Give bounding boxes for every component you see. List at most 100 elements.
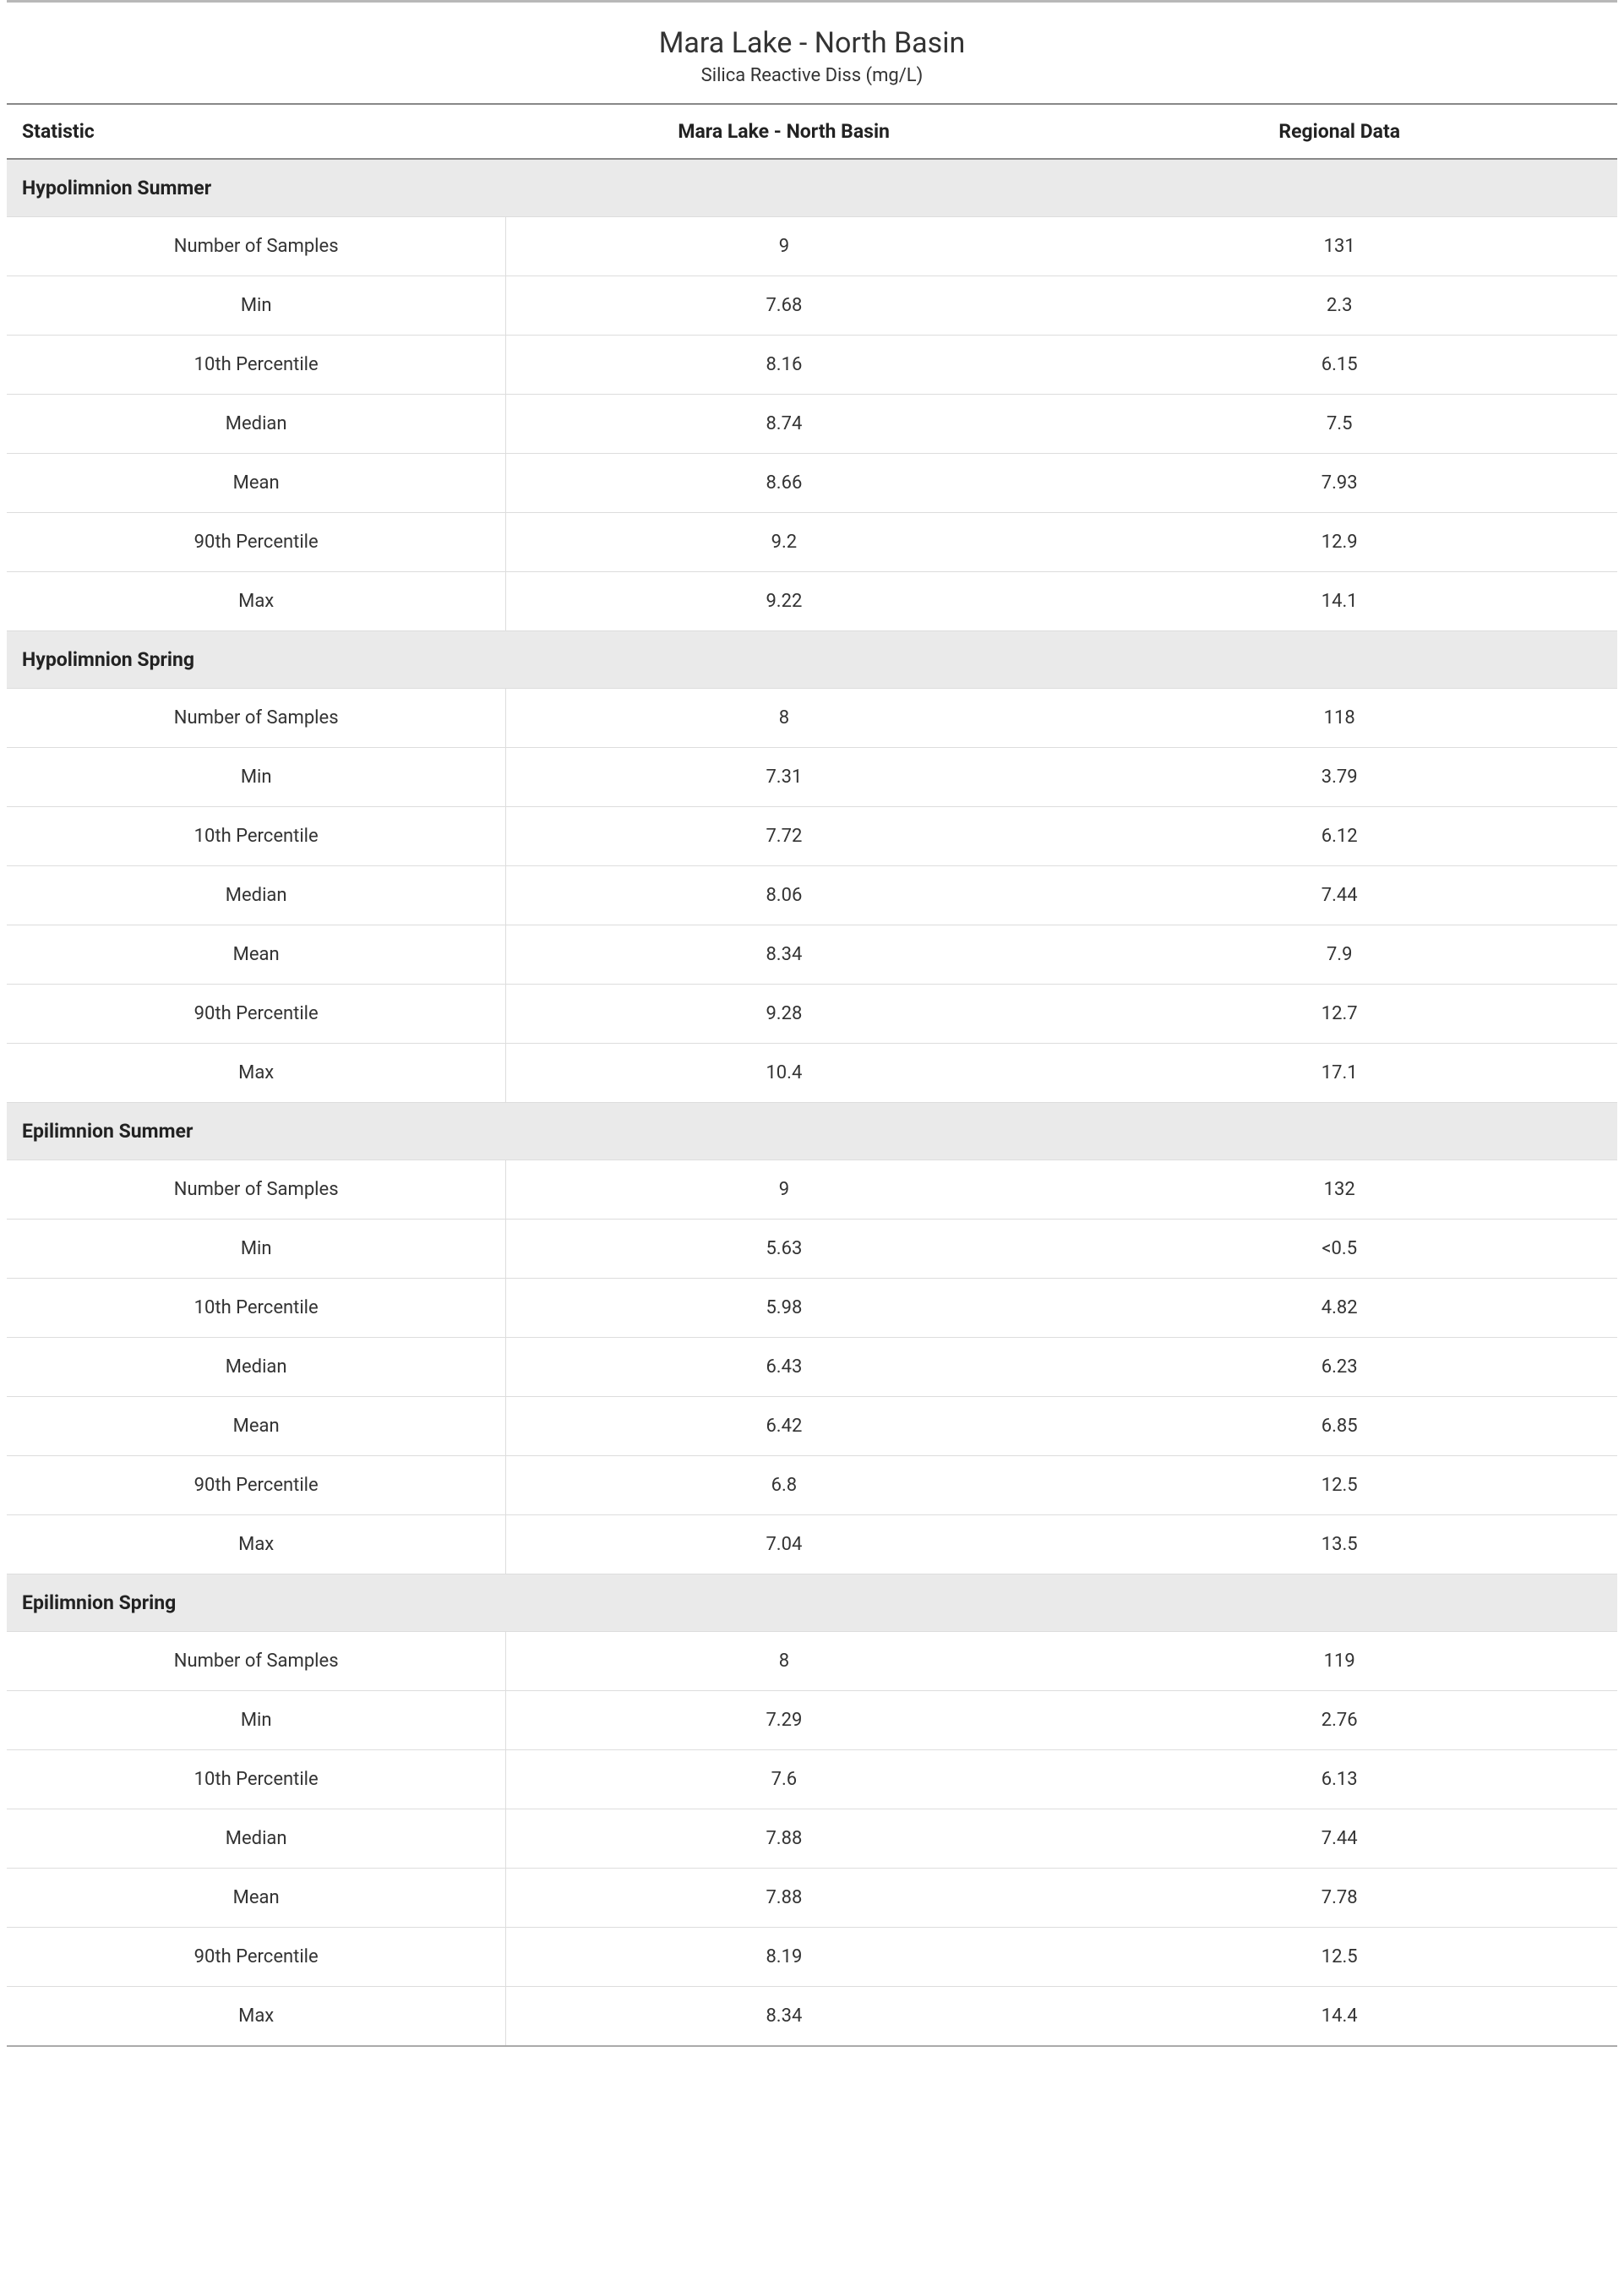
- table-row: Number of Samples9132: [7, 1160, 1617, 1220]
- stat-site-value: 7.88: [506, 1869, 1062, 1928]
- table-row: Median8.747.5: [7, 395, 1617, 454]
- table-row: 10th Percentile7.66.13: [7, 1750, 1617, 1809]
- stat-label: Mean: [7, 1869, 506, 1928]
- table-row: Max10.417.1: [7, 1044, 1617, 1103]
- stat-regional-value: 7.78: [1061, 1869, 1617, 1928]
- stat-label: Median: [7, 1809, 506, 1869]
- stat-label: Number of Samples: [7, 217, 506, 276]
- stat-regional-value: 6.85: [1061, 1397, 1617, 1456]
- stat-site-value: 8.34: [506, 1987, 1062, 2047]
- stat-site-value: 7.6: [506, 1750, 1062, 1809]
- table-row: Min7.292.76: [7, 1691, 1617, 1750]
- stat-regional-value: 14.1: [1061, 572, 1617, 631]
- stat-site-value: 7.04: [506, 1515, 1062, 1574]
- stat-site-value: 10.4: [506, 1044, 1062, 1103]
- stat-label: Number of Samples: [7, 689, 506, 748]
- stat-label: 90th Percentile: [7, 1456, 506, 1515]
- stat-label: 10th Percentile: [7, 807, 506, 866]
- table-header-row: Statistic Mara Lake - North Basin Region…: [7, 104, 1617, 159]
- stat-label: Mean: [7, 925, 506, 985]
- stat-label: Min: [7, 748, 506, 807]
- stat-label: Number of Samples: [7, 1632, 506, 1691]
- stat-site-value: 8.06: [506, 866, 1062, 925]
- table-row: 10th Percentile5.984.82: [7, 1279, 1617, 1338]
- stat-site-value: 7.31: [506, 748, 1062, 807]
- col-header-regional: Regional Data: [1061, 104, 1617, 159]
- stat-regional-value: 6.23: [1061, 1338, 1617, 1397]
- stat-regional-value: 12.5: [1061, 1928, 1617, 1987]
- stat-label: 90th Percentile: [7, 985, 506, 1044]
- stat-site-value: 6.43: [506, 1338, 1062, 1397]
- stat-regional-value: 12.7: [1061, 985, 1617, 1044]
- stat-regional-value: 7.93: [1061, 454, 1617, 513]
- stat-regional-value: 118: [1061, 689, 1617, 748]
- stat-regional-value: 14.4: [1061, 1987, 1617, 2047]
- table-row: 90th Percentile8.1912.5: [7, 1928, 1617, 1987]
- stat-site-value: 8.19: [506, 1928, 1062, 1987]
- stat-label: Median: [7, 1338, 506, 1397]
- stat-regional-value: 119: [1061, 1632, 1617, 1691]
- stat-regional-value: 3.79: [1061, 748, 1617, 807]
- stat-regional-value: 6.15: [1061, 336, 1617, 395]
- stat-regional-value: 131: [1061, 217, 1617, 276]
- stat-label: 10th Percentile: [7, 1279, 506, 1338]
- table-row: Number of Samples8118: [7, 689, 1617, 748]
- table-row: Number of Samples8119: [7, 1632, 1617, 1691]
- table-row: 10th Percentile7.726.12: [7, 807, 1617, 866]
- table-row: Mean7.887.78: [7, 1869, 1617, 1928]
- stat-label: 10th Percentile: [7, 336, 506, 395]
- stat-label: 10th Percentile: [7, 1750, 506, 1809]
- table-row: Max7.0413.5: [7, 1515, 1617, 1574]
- stat-label: 90th Percentile: [7, 513, 506, 572]
- stats-table: Statistic Mara Lake - North Basin Region…: [7, 103, 1617, 2047]
- stat-regional-value: 6.12: [1061, 807, 1617, 866]
- stat-site-value: 5.98: [506, 1279, 1062, 1338]
- stat-regional-value: 12.5: [1061, 1456, 1617, 1515]
- stat-regional-value: 7.9: [1061, 925, 1617, 985]
- stat-regional-value: 2.76: [1061, 1691, 1617, 1750]
- stat-site-value: 9: [506, 217, 1062, 276]
- stat-site-value: 7.72: [506, 807, 1062, 866]
- stat-regional-value: 13.5: [1061, 1515, 1617, 1574]
- stat-regional-value: <0.5: [1061, 1220, 1617, 1279]
- stat-site-value: 9: [506, 1160, 1062, 1220]
- table-row: Median8.067.44: [7, 866, 1617, 925]
- stat-label: Max: [7, 1515, 506, 1574]
- stat-site-value: 5.63: [506, 1220, 1062, 1279]
- stat-regional-value: 7.44: [1061, 1809, 1617, 1869]
- table-body: Hypolimnion SummerNumber of Samples9131M…: [7, 159, 1617, 2046]
- table-row: Max9.2214.1: [7, 572, 1617, 631]
- section-header-label: Epilimnion Summer: [7, 1103, 1617, 1160]
- table-row: Min7.313.79: [7, 748, 1617, 807]
- stat-label: 90th Percentile: [7, 1928, 506, 1987]
- stat-site-value: 6.42: [506, 1397, 1062, 1456]
- stat-regional-value: 6.13: [1061, 1750, 1617, 1809]
- stat-label: Mean: [7, 454, 506, 513]
- stat-regional-value: 7.44: [1061, 866, 1617, 925]
- section-header: Hypolimnion Spring: [7, 631, 1617, 689]
- stat-site-value: 7.68: [506, 276, 1062, 336]
- section-header: Epilimnion Spring: [7, 1574, 1617, 1632]
- stat-site-value: 7.88: [506, 1809, 1062, 1869]
- stat-label: Min: [7, 276, 506, 336]
- stat-site-value: 8: [506, 689, 1062, 748]
- stat-label: Mean: [7, 1397, 506, 1456]
- table-row: Mean8.667.93: [7, 454, 1617, 513]
- section-header-label: Hypolimnion Spring: [7, 631, 1617, 689]
- col-header-site: Mara Lake - North Basin: [506, 104, 1062, 159]
- section-header: Hypolimnion Summer: [7, 159, 1617, 217]
- top-rule: [7, 0, 1617, 3]
- stat-label: Max: [7, 1987, 506, 2047]
- table-row: 90th Percentile9.212.9: [7, 513, 1617, 572]
- table-row: 90th Percentile6.812.5: [7, 1456, 1617, 1515]
- table-row: Min7.682.3: [7, 276, 1617, 336]
- table-row: Max8.3414.4: [7, 1987, 1617, 2047]
- section-header: Epilimnion Summer: [7, 1103, 1617, 1160]
- stat-label: Min: [7, 1691, 506, 1750]
- stat-regional-value: 17.1: [1061, 1044, 1617, 1103]
- col-header-statistic: Statistic: [7, 104, 506, 159]
- table-row: 10th Percentile8.166.15: [7, 336, 1617, 395]
- page-subtitle: Silica Reactive Diss (mg/L): [0, 65, 1624, 86]
- table-row: Number of Samples9131: [7, 217, 1617, 276]
- stat-site-value: 9.28: [506, 985, 1062, 1044]
